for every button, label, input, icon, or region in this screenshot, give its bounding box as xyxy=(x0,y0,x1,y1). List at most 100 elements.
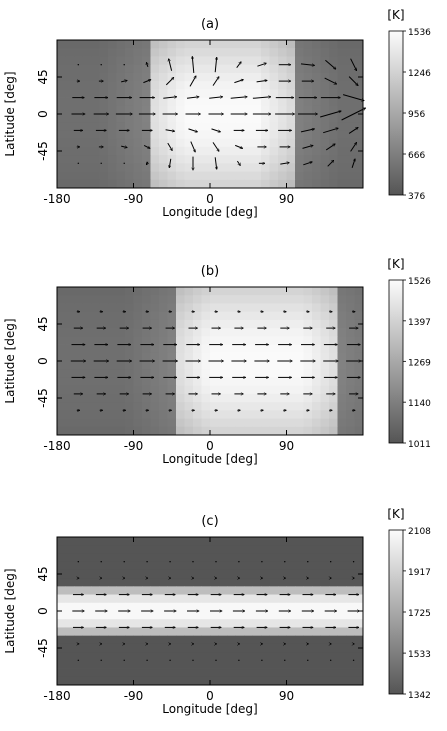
heatmap-cell xyxy=(99,676,109,686)
heatmap-cell xyxy=(252,81,262,90)
heatmap-cell xyxy=(201,311,211,321)
heatmap-cell xyxy=(235,578,245,587)
heatmap-cell xyxy=(108,553,117,563)
heatmap-cell xyxy=(295,64,304,74)
heatmap-cell xyxy=(235,81,245,90)
heatmap-cell xyxy=(218,311,228,321)
heatmap-cell xyxy=(65,586,75,595)
heatmap-cell xyxy=(176,97,185,107)
heatmap-cell xyxy=(329,369,338,378)
wind-vector xyxy=(143,80,151,84)
heatmap-cell xyxy=(65,660,75,669)
heatmap-cell xyxy=(99,602,109,612)
heatmap-cell xyxy=(57,328,66,337)
heatmap-cell xyxy=(295,619,304,628)
heatmap-cell xyxy=(286,122,296,131)
heatmap-cell xyxy=(252,295,262,304)
heatmap-cell xyxy=(167,537,177,546)
heatmap-cell xyxy=(278,569,287,579)
heatmap-cell xyxy=(286,303,296,313)
heatmap-cell xyxy=(193,537,202,546)
heatmap-cell xyxy=(303,643,313,653)
heatmap-cell xyxy=(82,130,92,140)
heatmap-cell xyxy=(108,130,117,140)
heatmap-cell xyxy=(218,602,228,612)
colorbar-tick-label: 956 xyxy=(408,110,425,120)
wind-vector xyxy=(302,145,314,149)
heatmap-cell xyxy=(354,537,364,546)
wind-vector xyxy=(284,561,286,563)
heatmap-cell xyxy=(320,578,330,587)
heatmap-cell xyxy=(167,561,177,571)
heatmap-cell xyxy=(286,56,296,66)
heatmap-cell xyxy=(125,287,134,296)
heatmap-cell xyxy=(193,344,202,354)
heatmap-cell xyxy=(82,287,92,296)
heatmap-cell xyxy=(235,426,245,436)
heatmap-cell xyxy=(176,81,185,90)
heatmap-cell xyxy=(329,163,338,172)
heatmap-cell xyxy=(125,660,134,669)
heatmap-cell xyxy=(286,369,296,378)
heatmap-cell xyxy=(116,179,126,189)
heatmap-cell xyxy=(210,586,219,595)
heatmap-cell xyxy=(354,295,364,304)
heatmap-cell xyxy=(346,179,355,189)
heatmap-cell xyxy=(329,303,338,313)
heatmap-cell xyxy=(252,303,262,313)
heatmap-cell xyxy=(159,344,168,354)
heatmap-cell xyxy=(150,660,160,669)
heatmap-cell xyxy=(142,344,151,354)
heatmap-cell xyxy=(261,660,270,669)
heatmap-cell xyxy=(244,668,253,678)
heatmap-cell xyxy=(312,287,321,296)
heatmap-cell xyxy=(65,393,75,403)
heatmap-cell xyxy=(346,668,355,678)
heatmap-cell xyxy=(201,179,211,189)
heatmap-cell xyxy=(278,561,287,571)
heatmap-cell xyxy=(346,48,355,57)
heatmap-cell xyxy=(125,586,134,595)
heatmap-cell xyxy=(142,295,151,304)
heatmap-cell xyxy=(252,635,262,645)
heatmap-cell xyxy=(312,561,321,571)
heatmap-cell xyxy=(99,627,109,637)
heatmap-cell xyxy=(201,586,211,595)
heatmap-cell xyxy=(184,402,194,411)
heatmap-cell xyxy=(252,676,262,686)
heatmap-cell xyxy=(184,336,194,345)
heatmap-cell xyxy=(278,553,287,563)
heatmap-cell xyxy=(57,138,66,148)
heatmap-cell xyxy=(244,171,253,181)
heatmap-cell xyxy=(235,130,245,140)
heatmap-cell xyxy=(167,114,177,123)
heatmap-cell xyxy=(303,385,313,395)
heatmap-cell xyxy=(99,311,109,321)
heatmap-cell xyxy=(218,643,228,653)
heatmap-cell xyxy=(99,114,109,123)
heatmap-cell xyxy=(167,569,177,579)
heatmap-cell xyxy=(65,89,75,98)
heatmap-cell xyxy=(176,676,185,686)
colorbar-tick-label: 2108 xyxy=(408,527,431,537)
heatmap-cell xyxy=(320,643,330,653)
wind-vector xyxy=(100,659,102,661)
heatmap-cell xyxy=(227,361,236,370)
heatmap-cell xyxy=(218,369,228,378)
heatmap-cell xyxy=(329,553,338,563)
x-tick-label: 0 xyxy=(206,439,214,453)
heatmap-cell xyxy=(99,643,109,653)
heatmap-cell xyxy=(133,545,143,554)
heatmap-cell xyxy=(91,643,100,653)
heatmap-cell xyxy=(125,569,134,579)
heatmap-cell xyxy=(337,602,347,612)
heatmap-cell xyxy=(278,295,287,304)
heatmap-cell xyxy=(201,171,211,181)
heatmap-cell xyxy=(57,344,66,354)
wind-vector xyxy=(212,142,219,151)
heatmap-cell xyxy=(57,171,66,181)
heatmap-cell xyxy=(65,594,75,604)
heatmap-cell xyxy=(354,594,364,604)
heatmap-cell xyxy=(116,319,126,329)
wind-vector xyxy=(190,141,196,153)
